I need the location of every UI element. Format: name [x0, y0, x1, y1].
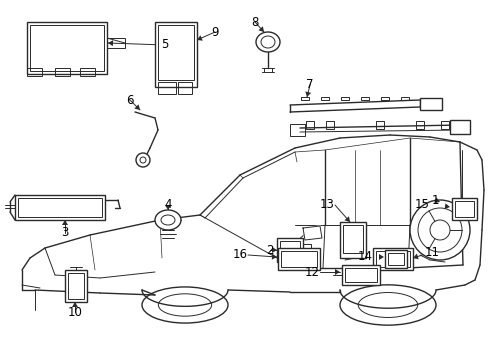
- Text: 6: 6: [126, 94, 134, 107]
- Polygon shape: [433, 197, 439, 203]
- Ellipse shape: [409, 200, 469, 260]
- Bar: [158, 82, 176, 94]
- Bar: [305, 121, 313, 129]
- Bar: [301, 97, 308, 100]
- Bar: [18, 198, 102, 217]
- Bar: [30, 25, 104, 71]
- Polygon shape: [412, 254, 418, 259]
- Bar: [440, 121, 448, 129]
- Bar: [107, 38, 125, 48]
- Text: 7: 7: [305, 78, 313, 91]
- Bar: [384, 250, 406, 268]
- Bar: [80, 68, 95, 76]
- Text: 5: 5: [161, 39, 168, 51]
- Bar: [280, 241, 299, 259]
- Polygon shape: [378, 254, 383, 260]
- Bar: [281, 251, 316, 267]
- Bar: [65, 270, 87, 302]
- Ellipse shape: [136, 153, 150, 167]
- Bar: [27, 68, 42, 76]
- Bar: [15, 195, 105, 220]
- Text: 1: 1: [430, 194, 438, 207]
- Text: 10: 10: [67, 306, 82, 319]
- Polygon shape: [303, 226, 321, 240]
- Bar: [360, 97, 368, 100]
- Bar: [289, 124, 305, 136]
- Text: 13: 13: [320, 198, 334, 211]
- Text: 15: 15: [414, 198, 429, 211]
- Text: 9: 9: [211, 26, 218, 39]
- Bar: [339, 222, 365, 258]
- Text: 11: 11: [424, 246, 439, 258]
- Bar: [155, 22, 197, 87]
- Bar: [276, 238, 303, 262]
- Polygon shape: [258, 26, 264, 32]
- Bar: [375, 121, 383, 129]
- Polygon shape: [62, 220, 68, 225]
- Bar: [303, 244, 310, 252]
- Bar: [278, 248, 319, 270]
- Bar: [320, 97, 328, 100]
- Text: 2: 2: [265, 243, 273, 256]
- Text: 8: 8: [251, 15, 258, 28]
- Bar: [451, 198, 476, 220]
- Polygon shape: [164, 205, 171, 210]
- Polygon shape: [305, 91, 310, 97]
- Bar: [380, 97, 388, 100]
- Bar: [340, 97, 348, 100]
- Bar: [325, 121, 333, 129]
- Ellipse shape: [429, 220, 449, 240]
- Bar: [178, 82, 192, 94]
- Bar: [415, 121, 423, 129]
- Polygon shape: [344, 216, 349, 222]
- Text: 14: 14: [357, 251, 372, 264]
- Bar: [454, 201, 473, 217]
- Ellipse shape: [155, 210, 181, 230]
- Bar: [341, 265, 379, 285]
- Text: 16: 16: [232, 248, 247, 261]
- Bar: [449, 120, 469, 134]
- Bar: [55, 68, 70, 76]
- Bar: [375, 251, 409, 267]
- Bar: [68, 273, 84, 299]
- Text: 3: 3: [61, 226, 68, 239]
- Ellipse shape: [256, 32, 280, 52]
- Bar: [419, 98, 441, 110]
- Polygon shape: [72, 302, 78, 307]
- Bar: [342, 225, 362, 253]
- Bar: [345, 268, 376, 282]
- Bar: [158, 25, 194, 80]
- Bar: [400, 97, 408, 100]
- Polygon shape: [197, 35, 203, 41]
- Bar: [27, 22, 107, 74]
- Text: 4: 4: [164, 198, 171, 211]
- Polygon shape: [108, 40, 113, 46]
- Polygon shape: [271, 247, 276, 253]
- Polygon shape: [334, 269, 339, 275]
- Polygon shape: [271, 254, 276, 260]
- Polygon shape: [444, 203, 449, 209]
- Bar: [372, 248, 412, 270]
- Text: 12: 12: [305, 266, 319, 279]
- Bar: [387, 253, 403, 265]
- Polygon shape: [134, 104, 140, 110]
